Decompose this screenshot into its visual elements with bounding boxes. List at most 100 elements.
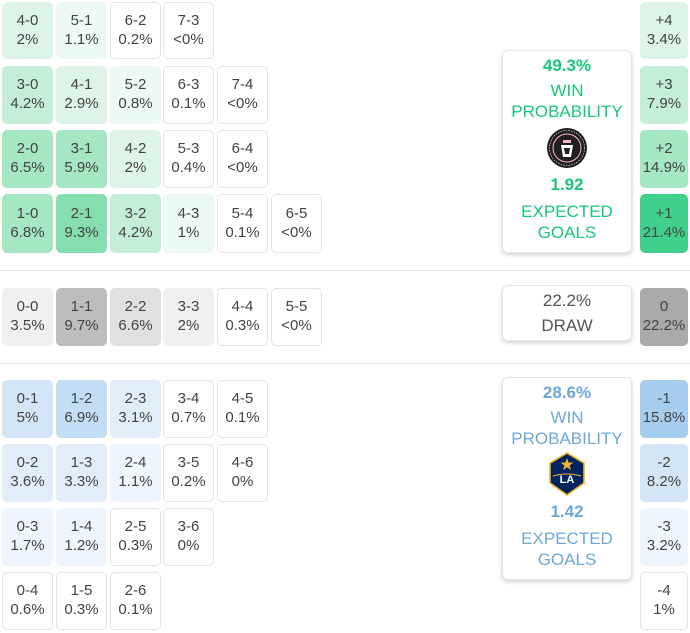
score-probability: 6.9% (64, 409, 99, 426)
cell-away-2-4: 2-4 1.1% (110, 444, 161, 502)
home-goals-label: GOALS (537, 223, 597, 242)
margin-label: -1 (657, 390, 671, 408)
cell-away-1-2: 1-2 6.9% (56, 380, 107, 438)
score-label: 3-4 (177, 390, 200, 408)
la-galaxy-crest-icon: LA (549, 452, 585, 496)
margin-probability: 14.9% (642, 159, 686, 176)
draw-summary-card: 22.2% DRAW (502, 285, 632, 341)
cell-away-3-4: 3-4 0.7% (163, 380, 214, 438)
cell-away-3-5: 3-5 0.2% (163, 444, 214, 502)
home-expected-goals: 1.92 (550, 175, 584, 194)
score-label: 4-4 (231, 298, 254, 316)
home-win-percentage: 49.3% (542, 56, 592, 75)
margin-label: -4 (657, 582, 671, 600)
score-label: 0-0 (16, 298, 39, 316)
score-label: 6-2 (124, 11, 147, 29)
score-label: 3-2 (124, 204, 147, 222)
cell-draw-4-4: 4-4 0.3% (217, 288, 268, 346)
cell-home-1-0: 1-0 6.8% (2, 194, 53, 253)
score-label: 1-1 (70, 298, 93, 316)
score-probability: 6.8% (10, 223, 45, 241)
cell-draw-0-0: 0-0 3.5% (2, 288, 53, 346)
score-label: 3-3 (177, 298, 200, 316)
draw-percentage: 22.2% (542, 291, 592, 310)
away-win-label: WIN (550, 408, 584, 427)
score-probability: <0% (227, 95, 258, 112)
score-label: 0-4 (16, 582, 39, 600)
score-probability: 0.3% (64, 601, 99, 618)
score-probability: 3.5% (10, 317, 45, 334)
score-label: 1-4 (70, 518, 93, 536)
away-win-percentage: 28.6% (542, 383, 592, 402)
score-probability: 2.9% (64, 95, 99, 112)
score-label: 6-3 (177, 76, 200, 94)
score-probability: 1% (177, 223, 200, 241)
inter-miami-crest-icon (546, 127, 588, 169)
score-label: 2-0 (16, 140, 39, 158)
away-goals-label: GOALS (537, 550, 597, 569)
score-probability: 0.3% (118, 537, 153, 554)
cell-away-0-2: 0-2 3.6% (2, 444, 53, 502)
cell-away-1-5: 1-5 0.3% (56, 572, 107, 630)
score-probability: 0.8% (118, 95, 153, 112)
score-probability: 4.2% (118, 223, 153, 241)
score-probability: 9.7% (64, 317, 99, 334)
score-probability: 6.5% (10, 159, 45, 176)
home-expected-label: EXPECTED (521, 202, 613, 221)
cell-home-6-3: 6-3 0.1% (163, 66, 214, 124)
draw-label: DRAW (541, 316, 593, 335)
score-probability: 5% (16, 409, 39, 426)
cell-home-5-4: 5-4 0.1% (217, 194, 268, 253)
score-label: 2-3 (124, 390, 147, 408)
cell-away-2-3: 2-3 3.1% (110, 380, 161, 438)
cell-home-6-2: 6-2 0.2% (110, 2, 161, 59)
cell-away-4-5: 4-5 0.1% (217, 380, 268, 438)
cell-home-6-5: 6-5 <0% (271, 194, 322, 253)
score-label: 5-1 (70, 11, 93, 29)
score-label: 0-3 (16, 518, 39, 536)
score-label: 5-5 (285, 298, 308, 316)
away-probability-label: PROBABILITY (511, 429, 623, 448)
score-label: 2-1 (70, 204, 93, 222)
score-probability: 4.2% (10, 95, 45, 112)
svg-text:LA: LA (560, 474, 575, 486)
home-win-label: WIN (550, 81, 584, 100)
home-summary-card: 49.3% WIN PROBABILITY 1.92 EXPECTED GOAL… (502, 50, 632, 253)
score-probability: 2% (124, 159, 147, 176)
cell-draw-2-2: 2-2 6.6% (110, 288, 161, 346)
score-label: 3-6 (177, 518, 200, 536)
cell-home-3-1: 3-1 5.9% (56, 130, 107, 188)
cell-away-0-4: 0-4 0.6% (2, 572, 53, 630)
score-probability: 0.7% (171, 409, 206, 426)
margin-label: -3 (657, 518, 671, 536)
margin-probability: 1% (653, 601, 675, 618)
score-probability: 0% (231, 473, 254, 490)
score-label: 0-2 (16, 454, 39, 472)
cell-home-3-0: 3-0 4.2% (2, 66, 53, 124)
score-probability: <0% (173, 30, 204, 48)
cell-draw-3-3: 3-3 2% (163, 288, 214, 346)
score-probability: <0% (227, 159, 258, 176)
away-expected-label: EXPECTED (521, 529, 613, 548)
score-probability: 9.3% (64, 223, 99, 241)
score-probability: 0.3% (225, 317, 260, 334)
score-probability: 0.1% (118, 601, 153, 618)
margin-probability: 3.4% (646, 30, 682, 48)
score-probability: 0% (177, 537, 200, 554)
score-probability: 0.4% (171, 159, 206, 176)
score-probability: 0.1% (225, 409, 260, 426)
score-probability: 3.6% (10, 473, 45, 490)
score-probability: 2% (177, 317, 200, 334)
score-label: 1-5 (70, 582, 93, 600)
score-probability: 3.3% (64, 473, 99, 490)
score-label: 2-5 (124, 518, 147, 536)
away-summary-card: 28.6% WIN PROBABILITY LA 1.42 EXPECTED G… (502, 377, 632, 580)
score-probability: 1.1% (118, 473, 153, 490)
score-label: 3-5 (177, 454, 200, 472)
cell-home-3-2: 3-2 4.2% (110, 194, 161, 253)
divider-bottom (0, 363, 690, 364)
cell-away-1-3: 1-3 3.3% (56, 444, 107, 502)
score-label: 4-5 (231, 390, 254, 408)
margin-label: -2 (657, 454, 671, 472)
score-label: 2-4 (124, 454, 147, 472)
